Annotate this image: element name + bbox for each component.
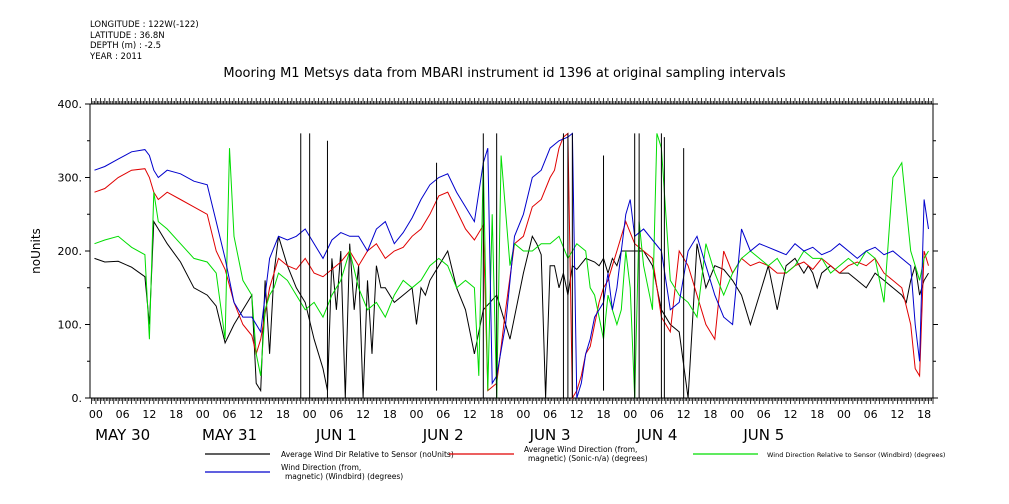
x-hour-label: 12 [463,408,477,421]
legend-label-line: magnetic) (Sonic-n/a) (degrees) [528,454,648,463]
station-metadata: LONGITUDE : 122W(-122) LATITUDE : 36.8N … [90,20,199,62]
year-text: YEAR : 2011 [90,51,143,62]
x-hour-label: 00 [196,408,210,421]
chart-title: Mooring M1 Metsys data from MBARI instru… [223,66,786,81]
longitude-text: LONGITUDE : 122W(-122) [90,20,199,30]
x-hour-label: 00 [303,408,317,421]
x-hour-label: 18 [490,408,504,421]
blue-series-line [94,132,929,399]
axes-layer: 0. 100. 200. 300. 400. noUnits 00 06 12 18 00 06 12 1… [29,98,938,444]
x-hour-label: 12 [570,408,584,421]
green-series-line [94,133,929,399]
x-hour-label: 18 [703,408,717,421]
y-tick-label: 200. [58,245,83,258]
x-day-label: JUN 5 [742,426,784,444]
x-day-label: MAY 31 [202,426,257,444]
x-hour-label: 00 [837,408,851,421]
y-tick-label: 100. [58,319,83,332]
black-series-line [94,219,929,399]
x-hour-label: 12 [249,408,263,421]
x-hour-label: 06 [650,408,664,421]
legend-label: Wind Direction Relative to Sensor (Windb… [767,451,945,459]
x-hour-label: 12 [784,408,798,421]
x-hour-label: 06 [329,408,343,421]
x-hour-label: 18 [597,408,611,421]
legend-label-line: magnetic) (Windbird) (degrees) [285,472,403,481]
x-hour-label: 18 [810,408,824,421]
x-hour-label: 12 [890,408,904,421]
x-day-label: JUN 4 [635,426,677,444]
series-layer [94,132,929,400]
x-hour-label: 12 [677,408,691,421]
x-hour-label: 06 [543,408,557,421]
x-day-label: JUN 3 [529,426,571,444]
legend: Average Wind Dir Relative to Sensor (noU… [205,445,945,481]
depth-text: DEPTH (m) : -2.5 [90,41,162,51]
x-hour-label: 06 [757,408,771,421]
x-hour-label: 18 [169,408,183,421]
x-hour-label: 00 [516,408,530,421]
x-hour-label: 06 [223,408,237,421]
x-hour-label: 18 [917,408,931,421]
x-hour-label: 18 [383,408,397,421]
x-day-label: JUN 2 [422,426,464,444]
x-hour-label: 12 [142,408,156,421]
legend-label-line: Average Wind Direction (from, [524,445,637,454]
x-hour-label: 12 [356,408,370,421]
x-hour-label: 06 [436,408,450,421]
x-day-label: JUN 1 [315,426,357,444]
spike-layer [300,133,685,398]
x-hour-label: 18 [276,408,290,421]
x-hour-label: 06 [864,408,878,421]
x-hour-label: 00 [410,408,424,421]
latitude-text: LATITUDE : 36.8N [90,30,165,41]
legend-label-line: Wind Direction (from, [281,463,361,472]
legend-label: Average Wind Dir Relative to Sensor (noU… [281,450,454,459]
x-hour-label: 00 [623,408,637,421]
y-tick-label: 0. [72,392,83,405]
x-hour-label: 00 [89,408,103,421]
x-hour-label: 06 [116,408,130,421]
x-hour-label: 00 [730,408,744,421]
y-axis-label: noUnits [29,228,43,274]
y-tick-label: 300. [58,172,83,185]
y-tick-label: 400. [58,98,83,111]
x-day-label: MAY 30 [95,426,150,444]
